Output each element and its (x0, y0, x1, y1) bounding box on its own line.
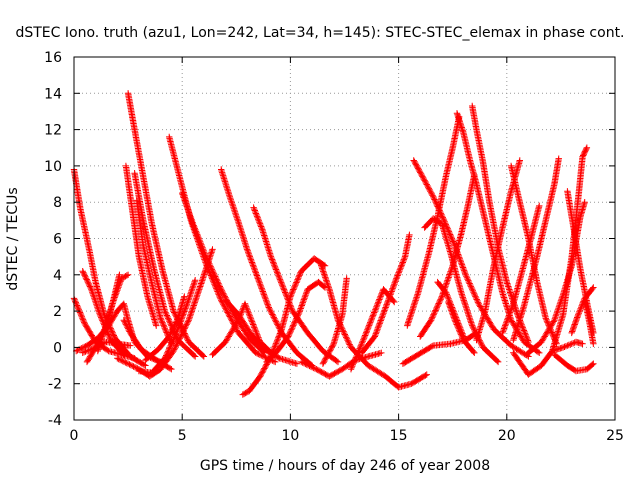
series-markers (404, 113, 463, 329)
series-12 (122, 162, 160, 329)
series-35 (445, 298, 478, 357)
series-markers (453, 110, 543, 357)
series-markers (94, 271, 132, 355)
series-13 (142, 293, 188, 364)
series-markers (399, 329, 480, 367)
series-9 (124, 90, 208, 360)
y-tick-label: -4 (48, 413, 62, 429)
x-tick-label: 5 (178, 428, 187, 444)
y-tick-label: 2 (53, 304, 62, 320)
series-markers (445, 298, 478, 357)
series-markers (133, 197, 175, 347)
x-axis-label: GPS time / hours of day 246 of year 2008 (200, 458, 490, 474)
series-markers (218, 166, 316, 369)
series-5 (79, 268, 127, 358)
y-tick-label: 4 (53, 268, 62, 284)
y-tick-label: 8 (53, 195, 62, 211)
y-tick-label: 10 (44, 159, 62, 175)
series-7 (94, 271, 132, 355)
series-44 (549, 144, 591, 355)
series-48 (581, 297, 597, 347)
series-11 (133, 197, 175, 347)
x-tick-label: 10 (281, 428, 299, 444)
x-tick-label: 20 (498, 428, 516, 444)
series-18 (218, 166, 316, 369)
series-31 (404, 113, 463, 329)
y-tick-label: 14 (44, 86, 62, 102)
data-series (70, 90, 597, 398)
series-41 (510, 155, 562, 344)
series-markers (551, 351, 597, 375)
series-46 (551, 351, 597, 375)
series-markers (209, 300, 277, 358)
series-markers (510, 338, 586, 378)
series-markers (499, 202, 543, 337)
series-markers (319, 275, 350, 367)
series-markers (263, 278, 329, 366)
series-markers (124, 90, 208, 360)
series-28 (358, 231, 413, 356)
series-markers (564, 188, 597, 337)
series-markers (510, 155, 562, 344)
series-40 (499, 202, 543, 337)
y-tick-label: -2 (48, 377, 62, 393)
series-markers (122, 162, 160, 329)
series-markers (549, 144, 591, 355)
series-21 (239, 255, 329, 398)
series-markers (142, 293, 188, 364)
series-markers (358, 231, 413, 356)
series-markers (239, 255, 329, 398)
series-25 (298, 349, 385, 380)
y-tick-label: 12 (44, 123, 62, 139)
series-36 (453, 110, 543, 357)
series-20 (209, 300, 277, 358)
series-markers (79, 268, 127, 358)
y-tick-label: 16 (44, 50, 62, 66)
series-45 (564, 188, 597, 337)
series-15 (135, 277, 199, 376)
series-markers (581, 297, 597, 347)
series-23 (263, 278, 329, 366)
series-42 (510, 338, 586, 378)
x-tick-label: 15 (390, 428, 408, 444)
y-axis-label: dSTEC / TECUs (5, 187, 21, 290)
series-markers (135, 277, 199, 376)
x-tick-label: 25 (606, 428, 624, 444)
series-29 (399, 329, 480, 367)
grid-lines (74, 57, 615, 420)
series-26 (319, 275, 350, 367)
y-tick-label: 6 (53, 232, 62, 248)
y-tick-label: 0 (53, 340, 62, 356)
axis-ticks: 0 5 10 15 20 25 -4 -2 0 2 4 6 8 10 12 14 16 (44, 50, 624, 444)
x-tick-label: 0 (70, 428, 79, 444)
series-markers (298, 349, 385, 380)
chart-title: dSTEC Iono. truth (azu1, Lon=242, Lat=34… (15, 25, 624, 41)
